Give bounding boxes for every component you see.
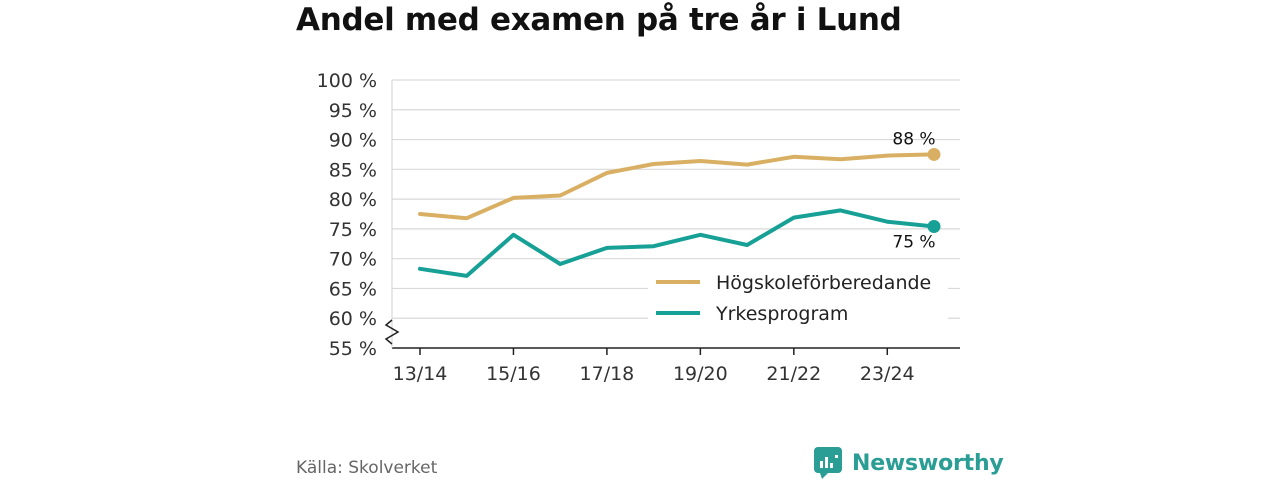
y-tick-label: 70 % [329,249,377,271]
end-marker-2 [927,220,941,234]
x-tick-label: 15/16 [486,363,541,385]
x-tick-label: 19/20 [673,363,728,385]
brand-name: Newsworthy [852,450,1004,476]
legend-label: Yrkesprogram [715,303,848,325]
y-tick-label: 55 % [329,338,377,360]
end-value-label-2: 75 % [892,233,935,253]
chart-title: Andel med examen på tre år i Lund [296,2,902,38]
newsworthy-logo-icon [814,447,842,479]
x-tick-label: 21/22 [766,363,821,385]
x-tick-label: 23/24 [860,363,915,385]
y-tick-labels: 55 % 60 % 65 % 70 % 75 % 80 % 85 % 90 % 95 % 100 … [317,70,377,360]
y-tick-label: 60 % [329,308,377,330]
end-value-label-1: 88 % [892,129,935,149]
end-marker-1 [927,147,941,161]
y-tick-label: 100 % [317,70,377,92]
axes [384,80,960,355]
y-tick-label: 80 % [329,189,377,211]
series-line-1 [418,152,936,221]
y-tick-label: 75 % [329,219,377,241]
x-tick-label: 17/18 [580,363,635,385]
y-tick-label: 95 % [329,100,377,122]
legend-label: Högskoleförberedande [716,272,931,294]
series-lines [418,147,941,278]
series-line-2 [418,208,936,278]
legend-box [648,262,948,320]
legend: Högskoleförberedande Yrkesprogram [648,262,948,325]
x-tick-labels: 13/14 15/16 17/18 19/20 21/22 23/24 [393,363,915,385]
data-labels: 88 % 75 % [892,129,935,252]
y-tick-label: 90 % [329,130,377,152]
y-tick-label: 65 % [329,278,377,300]
source-note: Källa: Skolverket [296,458,438,478]
x-tick-label: 13/14 [393,363,448,385]
brand-logo[interactable]: Newsworthy [814,447,1004,479]
axis-break-icon [384,319,400,345]
y-tick-label: 85 % [329,159,377,181]
